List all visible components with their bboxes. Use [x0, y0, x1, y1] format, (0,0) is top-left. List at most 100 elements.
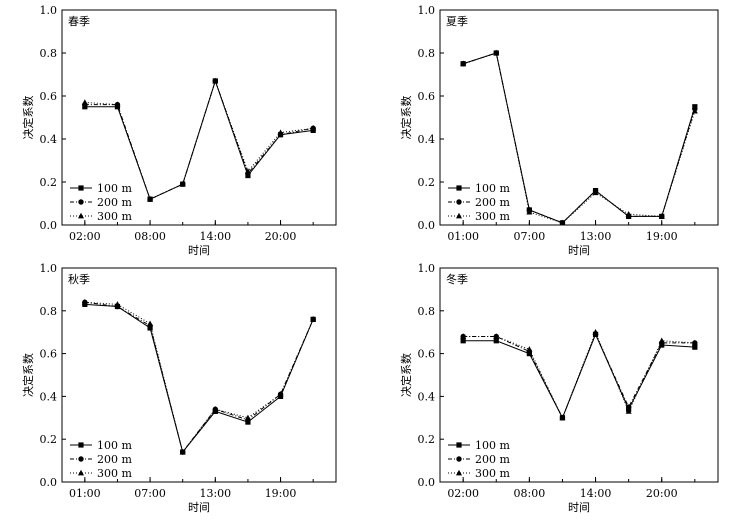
x-tick-label: 07:00 — [514, 230, 546, 243]
x-axis-label: 时间 — [568, 501, 590, 514]
y-tick-label: 0.6 — [40, 348, 58, 361]
x-tick-label: 13:00 — [580, 230, 612, 243]
series-line-300m — [463, 330, 695, 420]
legend-marker — [78, 456, 84, 462]
x-tick-label: 20:00 — [265, 230, 297, 243]
data-point — [625, 211, 632, 217]
data-point — [244, 168, 251, 174]
panel-title: 冬季 — [446, 272, 468, 286]
x-tick-label: 19:00 — [646, 230, 678, 243]
plot-frame — [61, 267, 337, 483]
x-axis-label: 时间 — [568, 244, 590, 257]
y-tick-label: 0.4 — [40, 390, 58, 403]
data-point — [493, 333, 500, 339]
legend-label: 300 m — [475, 467, 510, 480]
data-point — [277, 129, 284, 135]
y-tick-label: 0.0 — [418, 219, 436, 232]
data-point — [526, 208, 533, 215]
plot-frame — [439, 267, 719, 483]
legend-label: 300 m — [97, 210, 132, 223]
data-point — [212, 406, 219, 412]
data-point — [179, 180, 186, 187]
legend-marker — [78, 442, 84, 448]
y-tick-label: 0.2 — [418, 176, 436, 189]
panel-autumn: 秋季 0.0 0.2 0.4 0.6 0.8 1.0 01:00 07:00 13:00 19:00… — [21, 262, 337, 514]
y-tick-label: 0.6 — [418, 348, 436, 361]
y-tick-label: 0.4 — [418, 390, 436, 403]
panel-title: 夏季 — [446, 15, 468, 28]
data-point — [526, 346, 533, 352]
y-tick-label: 0.6 — [418, 90, 436, 103]
data-point — [691, 107, 698, 114]
x-tick-label: 14:00 — [199, 230, 231, 243]
legend-label: 200 m — [97, 453, 132, 466]
y-tick-label: 1.0 — [40, 262, 58, 275]
plot-frame — [61, 9, 337, 226]
data-point — [179, 448, 186, 455]
y-tick-label: 0.0 — [40, 219, 58, 232]
data-point — [559, 219, 566, 226]
legend-label: 100 m — [97, 182, 132, 195]
y-tick-label: 1.0 — [418, 262, 436, 275]
legend-label: 100 m — [475, 182, 510, 195]
y-tick-label: 0.0 — [418, 476, 436, 489]
legend-marker — [78, 212, 84, 219]
legend-label: 300 m — [97, 467, 132, 480]
x-axis-label: 时间 — [188, 501, 210, 514]
data-point — [310, 316, 317, 322]
panel-summer: 夏季 0.0 0.2 0.4 0.6 0.8 1.0 01:00 07:00 13:00 19:00… — [399, 4, 719, 257]
data-point — [81, 99, 88, 105]
legend-marker — [78, 469, 84, 476]
y-axis-label: 决定系数 — [21, 353, 35, 397]
x-tick-label: 08:00 — [134, 230, 166, 243]
plot-frame — [439, 9, 719, 226]
data-point — [493, 338, 499, 344]
x-tick-label: 19:00 — [265, 487, 297, 500]
x-axis-label: 时间 — [188, 244, 210, 257]
y-tick-label: 0.8 — [418, 47, 436, 60]
series-line-200m — [463, 52, 696, 224]
panel-title: 春季 — [68, 15, 90, 28]
data-point — [114, 301, 121, 307]
data-point — [592, 329, 599, 335]
panel-title: 秋季 — [68, 272, 90, 286]
y-tick-label: 0.4 — [40, 133, 58, 146]
legend-marker — [456, 469, 462, 476]
legend-label: 100 m — [475, 439, 510, 452]
data-point — [460, 338, 466, 344]
data-point — [81, 299, 88, 305]
data-point — [493, 49, 500, 56]
legend-label: 300 m — [475, 210, 510, 223]
data-point — [277, 391, 284, 397]
legend-marker — [456, 185, 462, 191]
panel-winter: 冬季 0.0 0.2 0.4 0.6 0.8 1.0 02:00 08:00 14:00 20:00… — [399, 262, 719, 514]
panel-spring: 春季 0.0 0.2 0.4 0.6 0.8 1.0 02:00 08:00 14:00 20:00… — [21, 4, 337, 257]
legend-label: 100 m — [97, 439, 132, 452]
data-point — [658, 337, 665, 344]
x-tick-label: 02:00 — [447, 487, 479, 500]
data-point — [114, 101, 121, 107]
data-point — [658, 213, 665, 219]
data-point — [625, 408, 632, 414]
legend-label: 200 m — [475, 196, 510, 209]
x-tick-label: 01:00 — [447, 230, 479, 243]
legend-marker — [78, 199, 84, 205]
x-tick-label: 08:00 — [514, 487, 546, 500]
data-point — [147, 196, 154, 202]
y-tick-label: 0.2 — [418, 433, 436, 446]
data-point — [460, 60, 467, 67]
data-point — [212, 77, 219, 84]
y-tick-label: 0.8 — [40, 47, 58, 60]
data-point — [460, 333, 467, 339]
y-tick-label: 0.4 — [418, 133, 436, 146]
y-tick-label: 0.2 — [40, 433, 58, 446]
y-axis-label: 决定系数 — [399, 96, 413, 140]
data-point — [310, 125, 317, 131]
y-tick-label: 0.6 — [40, 90, 58, 103]
legend-marker — [456, 212, 462, 219]
data-point — [559, 414, 566, 421]
legend-marker — [78, 185, 84, 191]
y-tick-label: 0.8 — [40, 305, 58, 318]
x-tick-label: 01:00 — [69, 487, 101, 500]
